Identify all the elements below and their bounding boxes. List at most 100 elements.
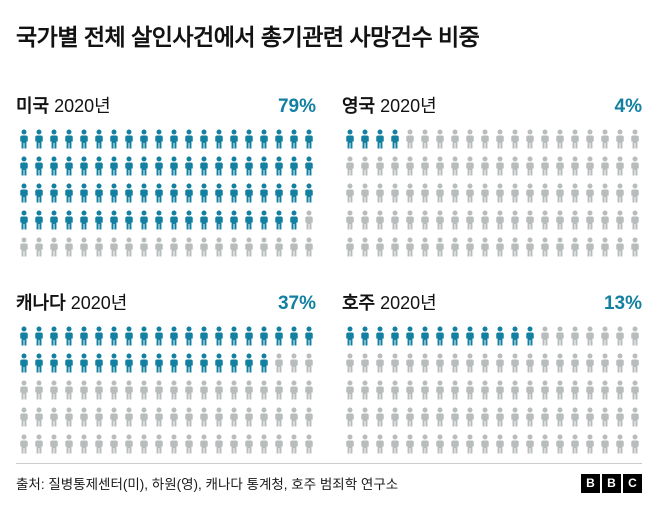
person-icon	[76, 406, 91, 429]
person-icon	[256, 182, 271, 205]
person-icon	[597, 128, 612, 151]
panel-percentage: 79%	[277, 96, 316, 117]
person-icon	[477, 325, 492, 348]
person-icon	[342, 352, 357, 375]
panel-year: 2020년	[375, 96, 437, 116]
person-icon	[387, 325, 402, 348]
person-icon	[166, 236, 181, 259]
person-icon	[136, 155, 151, 178]
person-icon	[432, 379, 447, 402]
person-icon	[241, 209, 256, 232]
person-icon	[31, 325, 46, 348]
person-icon	[492, 433, 507, 456]
person-icon	[372, 128, 387, 151]
person-icon	[241, 433, 256, 456]
person-icon	[507, 379, 522, 402]
person-icon	[567, 406, 582, 429]
person-icon	[61, 379, 76, 402]
person-icon	[537, 325, 552, 348]
person-icon	[492, 236, 507, 259]
person-icon	[627, 128, 642, 151]
person-icon	[271, 352, 286, 375]
person-icon	[477, 182, 492, 205]
person-icon	[76, 325, 91, 348]
person-icon	[106, 182, 121, 205]
person-icon	[46, 325, 61, 348]
person-icon	[241, 352, 256, 375]
person-icon	[256, 236, 271, 259]
person-icon	[271, 209, 286, 232]
person-icon	[462, 209, 477, 232]
person-icon	[402, 433, 417, 456]
person-icon	[106, 433, 121, 456]
person-icon	[537, 209, 552, 232]
person-icon	[166, 379, 181, 402]
person-icon	[91, 236, 106, 259]
person-icon	[492, 379, 507, 402]
person-icon	[31, 379, 46, 402]
person-icon	[582, 128, 597, 151]
person-icon	[432, 352, 447, 375]
person-icon	[492, 128, 507, 151]
person-icon	[196, 155, 211, 178]
person-icon	[357, 406, 372, 429]
person-icon	[462, 352, 477, 375]
person-icon	[226, 182, 241, 205]
person-icon	[447, 155, 462, 178]
person-icon	[31, 128, 46, 151]
person-icon	[612, 182, 627, 205]
person-icon	[447, 406, 462, 429]
person-icon	[372, 433, 387, 456]
person-icon	[372, 325, 387, 348]
person-icon	[226, 155, 241, 178]
person-icon	[417, 128, 432, 151]
person-icon	[627, 155, 642, 178]
person-icon	[582, 182, 597, 205]
person-icon	[106, 379, 121, 402]
person-icon	[522, 433, 537, 456]
person-icon	[417, 352, 432, 375]
person-icon	[552, 209, 567, 232]
person-icon	[567, 379, 582, 402]
person-icon	[357, 325, 372, 348]
person-icon	[226, 433, 241, 456]
person-icon	[612, 406, 627, 429]
person-icon	[286, 128, 301, 151]
person-icon	[612, 352, 627, 375]
person-icon	[16, 155, 31, 178]
person-icon	[417, 325, 432, 348]
page-title: 국가별 전체 살인사건에서 총기관련 사망건수 비중	[16, 24, 480, 50]
person-icon	[226, 128, 241, 151]
person-icon	[447, 128, 462, 151]
person-icon	[462, 406, 477, 429]
person-icon	[597, 406, 612, 429]
person-icon	[136, 236, 151, 259]
person-icon	[16, 182, 31, 205]
person-icon	[256, 352, 271, 375]
person-icon	[597, 236, 612, 259]
person-icon	[301, 182, 316, 205]
person-icon	[522, 182, 537, 205]
panel-percentage: 37%	[277, 293, 316, 314]
person-icon	[196, 406, 211, 429]
person-icon	[447, 352, 462, 375]
person-icon	[196, 236, 211, 259]
person-icon	[417, 379, 432, 402]
person-icon	[492, 352, 507, 375]
person-icon	[136, 325, 151, 348]
person-icon	[537, 379, 552, 402]
person-icon	[241, 379, 256, 402]
person-icon	[121, 406, 136, 429]
bbc-logo-block: B	[602, 473, 621, 493]
person-icon	[46, 406, 61, 429]
person-icon	[151, 182, 166, 205]
person-icon	[537, 406, 552, 429]
person-icon	[271, 155, 286, 178]
source-text: 출처: 질병통제센터(미), 하원(영), 캐나다 통계청, 호주 범죄학 연구…	[16, 477, 399, 492]
person-icon	[166, 155, 181, 178]
person-icon	[121, 379, 136, 402]
panel-year: 2020년	[65, 293, 128, 313]
person-icon	[357, 433, 372, 456]
person-icon	[477, 155, 492, 178]
panel-percentage: 13%	[603, 293, 642, 314]
